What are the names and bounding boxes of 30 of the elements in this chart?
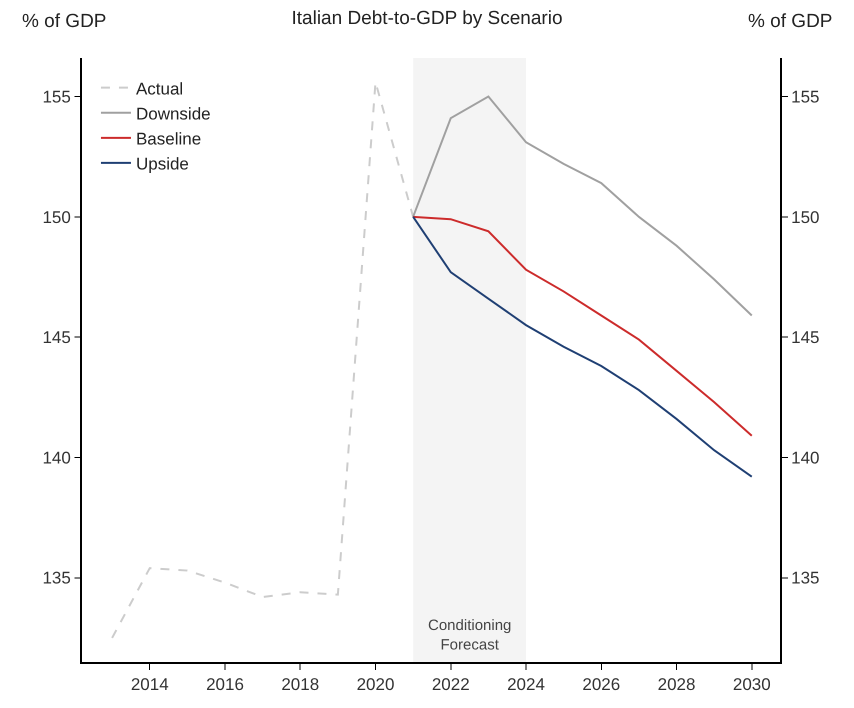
y2-tick-label: 135 xyxy=(791,568,820,588)
y-axis-title: % of GDP xyxy=(22,11,106,32)
band-label: Conditioning Forecast xyxy=(428,617,512,654)
y-tick-label: 145 xyxy=(42,328,71,348)
legend-label: Actual xyxy=(136,79,184,98)
x-tick-label: 2024 xyxy=(507,675,545,694)
x-tick-label: 2022 xyxy=(432,675,470,694)
x-tick-label: 2014 xyxy=(130,675,169,694)
line-series xyxy=(412,216,753,478)
y2-tick-label: 145 xyxy=(791,328,820,348)
legend-label: Baseline xyxy=(136,129,202,148)
y-tick-label: 140 xyxy=(42,448,71,468)
x-tick-label: 2028 xyxy=(658,675,696,694)
x-tick-label: 2030 xyxy=(732,675,771,694)
line-series xyxy=(412,216,753,437)
y-tick-label: 155 xyxy=(42,87,71,106)
x-tick-label: 2016 xyxy=(206,675,244,694)
y2-axis-title: % of GDP xyxy=(748,11,832,32)
y2-tick-label: 140 xyxy=(791,448,820,468)
y-tick-label: 150 xyxy=(42,208,71,227)
y2-tick-label: 150 xyxy=(791,208,820,227)
legend-label: Upside xyxy=(136,154,189,174)
x-tick-label: 2020 xyxy=(356,675,394,694)
line-series xyxy=(412,96,753,316)
y2-tick-label: 155 xyxy=(791,87,820,106)
x-tick-label: 2026 xyxy=(582,675,620,694)
chart-title: Italian Debt-to-GDP by Scenario xyxy=(291,8,563,29)
y-tick-label: 135 xyxy=(42,568,71,588)
x-tick-label: 2018 xyxy=(281,675,320,694)
legend-label: Downside xyxy=(136,104,211,124)
